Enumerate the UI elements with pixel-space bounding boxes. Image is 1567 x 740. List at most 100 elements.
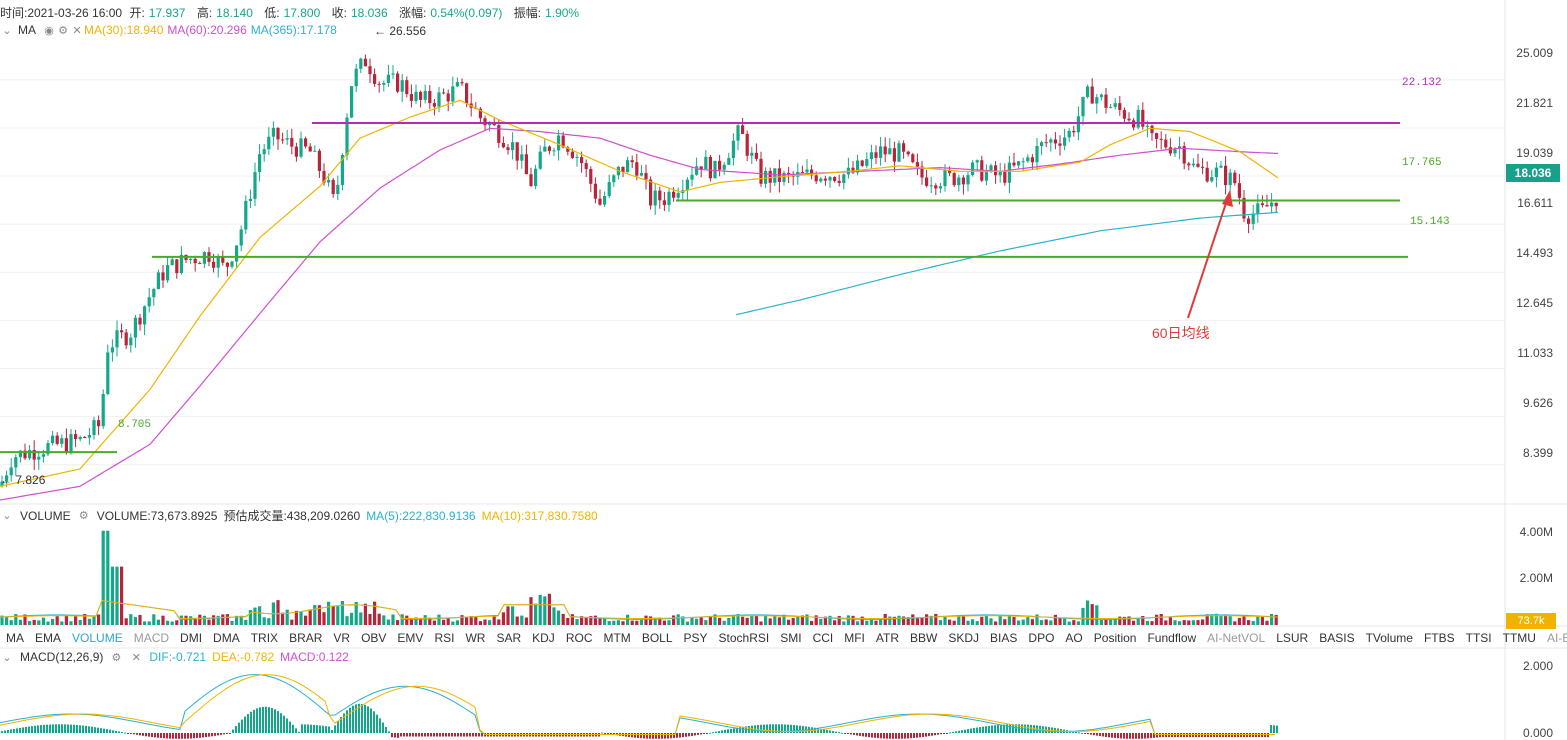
candle-body xyxy=(106,352,110,394)
macd-histogram-bar xyxy=(988,725,990,733)
candle-body xyxy=(1247,218,1251,224)
candle-body xyxy=(308,146,312,152)
tab-bias[interactable]: BIAS xyxy=(990,631,1018,645)
macd-histogram-bar xyxy=(1243,733,1245,738)
volume-bar xyxy=(317,605,321,625)
level-label-17765: 17.765 xyxy=(1402,157,1442,169)
volume-bar xyxy=(1242,615,1246,625)
candle-body xyxy=(672,191,676,198)
tab-roc[interactable]: ROC xyxy=(565,631,593,645)
tab-skdj[interactable]: SKDJ xyxy=(948,631,980,645)
macd-histogram-bar xyxy=(901,733,903,739)
tab-wr[interactable]: WR xyxy=(465,631,486,645)
volume-bar xyxy=(478,621,482,625)
candle-body xyxy=(1007,162,1011,183)
candle-body xyxy=(1017,161,1021,166)
tab-volume[interactable]: VOLUME xyxy=(72,631,123,645)
tab-lsur[interactable]: LSUR xyxy=(1276,631,1309,645)
macd-histogram-bar xyxy=(262,706,264,733)
collapse-chevron-icon[interactable]: ⌄ xyxy=(2,24,12,37)
macd-histogram-bar xyxy=(940,733,942,735)
candle-body xyxy=(699,166,703,170)
tab-ema[interactable]: EMA xyxy=(35,631,62,645)
tab-ttsi[interactable]: TTSI xyxy=(1465,631,1492,645)
tab-brar[interactable]: BRAR xyxy=(289,631,323,645)
volume-bar xyxy=(980,616,984,625)
volume-bar xyxy=(810,620,814,625)
tab-position[interactable]: Position xyxy=(1093,631,1137,645)
macd-histogram-bar xyxy=(448,733,450,737)
tab-kdj[interactable]: KDJ xyxy=(532,631,555,645)
tab-ai-netvol[interactable]: AI-NetVOL xyxy=(1207,631,1266,645)
volume-bar xyxy=(179,615,183,625)
candle-body xyxy=(97,420,101,427)
tab-ao[interactable]: AO xyxy=(1065,631,1083,645)
settings-gear-icon[interactable]: ⚙ xyxy=(78,510,89,522)
volume-bar xyxy=(46,621,50,625)
tab-boll[interactable]: BOLL xyxy=(641,631,673,645)
tab-macd[interactable]: MACD xyxy=(133,631,170,645)
macd-histogram-bar xyxy=(1141,733,1143,739)
candle-body xyxy=(819,178,823,182)
macd-histogram-bar xyxy=(268,707,270,733)
candle-body xyxy=(557,135,561,151)
settings-gear-icon[interactable]: ⚙ xyxy=(58,24,68,37)
tab-ma[interactable]: MA xyxy=(6,631,24,645)
tab-stochrsi[interactable]: StochRSI xyxy=(718,631,770,645)
tab-obv[interactable]: OBV xyxy=(361,631,387,645)
candle-body xyxy=(543,146,547,152)
tab-sar[interactable]: SAR xyxy=(496,631,522,645)
macd-histogram-bar xyxy=(871,733,873,738)
volume-bar xyxy=(442,619,446,625)
tab-ftbs[interactable]: FTBS xyxy=(1423,631,1455,645)
collapse-chevron-icon[interactable]: ⌄ xyxy=(2,510,12,522)
close-icon[interactable]: ✕ xyxy=(131,651,141,664)
macd-histogram-bar xyxy=(217,733,219,736)
volume-bar xyxy=(975,621,979,625)
tab-emv[interactable]: EMV xyxy=(397,631,424,645)
candle-body xyxy=(782,172,786,182)
macd-histogram-bar xyxy=(1129,733,1131,739)
volume-bar xyxy=(736,614,740,625)
macd-histogram-bar xyxy=(649,733,651,739)
tab-mfi[interactable]: MFI xyxy=(844,631,865,645)
candle-body xyxy=(584,163,588,170)
macd-histogram-bar xyxy=(1090,733,1092,735)
volume-bar xyxy=(814,615,818,625)
macd-histogram-bar xyxy=(1120,733,1122,739)
tab-bbw[interactable]: BBW xyxy=(910,631,938,645)
macd-histogram-bar xyxy=(1093,733,1095,736)
volume-bar xyxy=(1099,619,1103,625)
tab-rsi[interactable]: RSI xyxy=(434,631,455,645)
eye-icon[interactable]: ◉ xyxy=(44,24,54,37)
tab-trix[interactable]: TRIX xyxy=(250,631,279,645)
tab-basis[interactable]: BASIS xyxy=(1319,631,1355,645)
tab-dmi[interactable]: DMI xyxy=(180,631,203,645)
tab-smi[interactable]: SMI xyxy=(780,631,802,645)
tab-tvolume[interactable]: TVolume xyxy=(1365,631,1413,645)
volume-bar xyxy=(1109,618,1113,625)
tab-dpo[interactable]: DPO xyxy=(1028,631,1055,645)
macd-histogram-bar xyxy=(199,733,201,738)
tab-atr[interactable]: ATR xyxy=(875,631,900,645)
tab-ttmu[interactable]: TTMU xyxy=(1502,631,1536,645)
tab-fundflow[interactable]: Fundflow xyxy=(1147,631,1197,645)
tab-ai-bsi[interactable]: AI-BSI xyxy=(1546,631,1567,645)
macd-histogram-bar xyxy=(61,724,63,733)
macd-histogram-bar xyxy=(313,724,315,733)
volume-bar xyxy=(961,615,965,625)
macd-histogram-bar xyxy=(82,725,84,733)
tab-dma[interactable]: DMA xyxy=(213,631,240,645)
close-icon[interactable]: ✕ xyxy=(72,24,82,37)
collapse-chevron-icon[interactable]: ⌄ xyxy=(2,651,12,664)
volume-bar xyxy=(189,616,193,625)
macd-histogram-bar xyxy=(664,733,666,739)
tab-cci[interactable]: CCI xyxy=(812,631,834,645)
macd-histogram-bar xyxy=(247,714,249,733)
tab-psy[interactable]: PSY xyxy=(683,631,708,645)
macd-histogram-bar xyxy=(469,733,471,737)
settings-gear-icon[interactable]: ⚙ xyxy=(111,651,122,664)
tab-vr[interactable]: VR xyxy=(333,631,351,645)
tab-mtm[interactable]: MTM xyxy=(603,631,631,645)
